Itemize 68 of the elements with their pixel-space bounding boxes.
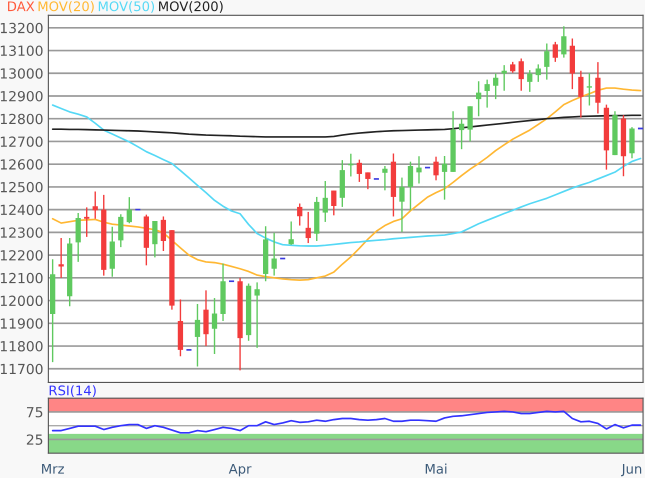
candlestick — [297, 202, 302, 226]
candlestick — [152, 220, 158, 258]
candlestick — [544, 42, 550, 80]
candlestick — [510, 61, 516, 74]
candlestick — [92, 190, 98, 220]
y-tick-label: 13200 — [0, 22, 43, 34]
line-series — [52, 410, 642, 434]
text: RSI(14) — [50, 385, 96, 397]
candlestick — [365, 172, 371, 190]
x-tick-label: Mai — [426, 464, 446, 474]
candlestick — [382, 165, 388, 192]
line-series — [52, 104, 642, 247]
y-tick-label: 12300 — [0, 227, 43, 238]
candlestick — [416, 156, 422, 184]
candlestick — [212, 297, 218, 355]
candlestick — [58, 237, 64, 279]
candlestick — [356, 158, 362, 183]
y-tick-label: 12600 — [0, 159, 43, 170]
candlestick — [467, 106, 473, 142]
y-tick-label: 25 — [26, 434, 42, 445]
candlestick — [288, 220, 294, 246]
y-tick-label: 12800 — [0, 114, 43, 124]
candlestick — [518, 58, 524, 92]
candlestick — [160, 216, 166, 252]
candlestick — [561, 26, 566, 58]
candlestick — [272, 232, 277, 276]
y-tick-label: 13100 — [0, 45, 43, 56]
y-tick-label: 12700 — [0, 136, 43, 147]
candlestick — [586, 72, 592, 106]
candlestick — [348, 153, 354, 178]
y-tick-label: 12000 — [0, 296, 43, 306]
y-tick-label: 12400 — [0, 204, 43, 216]
y-tick-label: 12500 — [0, 182, 43, 192]
x-tick-label: Mrz — [42, 464, 64, 474]
y-tick-label: 12200 — [0, 250, 43, 261]
candlestick — [194, 303, 200, 368]
candlestick — [476, 80, 482, 117]
candlestick — [331, 190, 336, 216]
candlestick — [399, 176, 405, 233]
y-tick-label: 11900 — [0, 318, 43, 329]
text: DAX — [8, 1, 34, 12]
candlestick — [126, 196, 132, 224]
candlestick — [536, 64, 541, 83]
y-tick-label: 11700 — [0, 364, 43, 374]
candlestick — [484, 78, 490, 108]
candlestick — [527, 69, 532, 93]
y-tick-label: 12900 — [0, 90, 43, 102]
text: MOV(50) — [98, 1, 154, 13]
candlestick — [493, 72, 498, 100]
candlestick — [254, 282, 260, 349]
x-tick-label: Jun — [621, 464, 642, 476]
candlestick — [442, 155, 448, 200]
candlestick — [502, 64, 507, 92]
candlestick — [118, 213, 124, 248]
candlestick — [433, 156, 439, 182]
text: MOV(200) — [159, 1, 223, 13]
candlestick — [408, 160, 414, 212]
y-tick-label: 11800 — [0, 341, 43, 352]
candlestick — [552, 41, 558, 63]
candlestick — [322, 180, 328, 223]
text: MOV(20) — [38, 1, 94, 13]
candlestick — [458, 118, 464, 150]
candlestick — [306, 211, 311, 244]
candlestick — [578, 70, 584, 118]
y-tick-label: 75 — [26, 407, 42, 418]
y-tick-label: 12100 — [0, 272, 43, 284]
x-tick-label: Apr — [228, 464, 252, 476]
y-tick-label: 13000 — [0, 68, 43, 79]
